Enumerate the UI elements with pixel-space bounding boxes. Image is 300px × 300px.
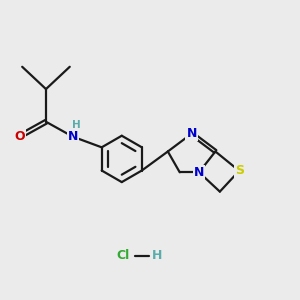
Text: N: N [194, 166, 204, 179]
Text: Cl: Cl [117, 249, 130, 262]
Text: O: O [14, 130, 25, 143]
Text: N: N [186, 127, 197, 140]
Text: H: H [72, 120, 81, 130]
Text: H: H [152, 249, 163, 262]
Text: S: S [235, 164, 244, 177]
Text: N: N [68, 130, 78, 143]
